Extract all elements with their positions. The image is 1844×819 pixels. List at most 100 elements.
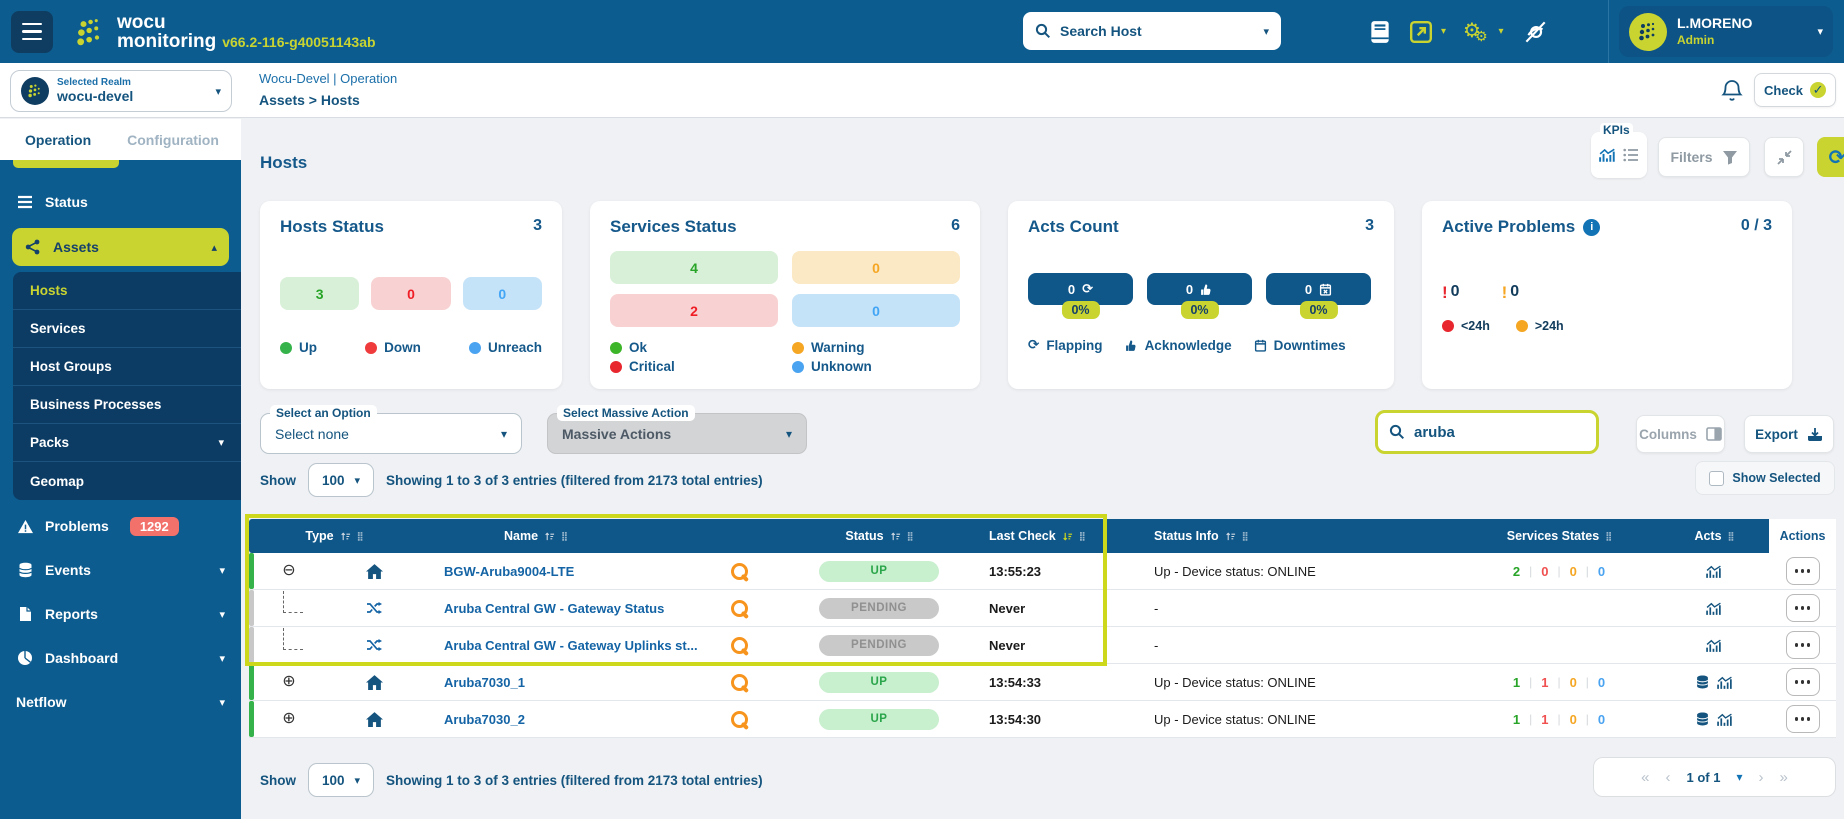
page-select-chevron[interactable]: ▾ (1736, 770, 1743, 784)
user-menu[interactable]: L.MORENO Admin ▾ (1619, 6, 1833, 57)
notifications-bell-icon[interactable] (1720, 78, 1744, 104)
drag-handle-icon[interactable]: ⣿ (1078, 530, 1086, 541)
breadcrumb-context[interactable]: Wocu-Devel | Operation (259, 71, 398, 86)
search-host-select[interactable]: Search Host ▾ (1023, 12, 1281, 50)
documentation-book-icon[interactable] (1368, 19, 1392, 45)
services-unknown-pill[interactable]: 0 (792, 294, 960, 327)
sidebar-item-reports[interactable]: Reports ▾ (0, 594, 241, 634)
drag-handle-icon[interactable]: ⣿ (356, 530, 364, 541)
tab-operation[interactable]: Operation (25, 131, 92, 148)
expand-row-icon[interactable]: ⊕ (282, 673, 296, 690)
metrics-chart-icon[interactable] (1706, 602, 1722, 615)
select-option-dropdown[interactable]: Select an Option Select none ▾ (260, 405, 522, 454)
downtimes-pill[interactable]: 0 0% (1266, 273, 1371, 319)
services-warning-pill[interactable]: 0 (792, 251, 960, 284)
sidebar-item-events[interactable]: Events ▾ (0, 550, 241, 590)
column-header-actions[interactable]: Actions (1769, 519, 1836, 553)
metrics-chart-icon[interactable] (1706, 639, 1722, 652)
submenu-item-business-processes[interactable]: Business Processes (13, 386, 241, 424)
table-row[interactable]: Aruba Central GW - Gateway Status PENDIN… (249, 590, 1836, 627)
hamburger-menu-button[interactable] (11, 10, 53, 53)
table-row[interactable]: ⊖ BGW-Aruba9004-LTE UP 13:55:23 Up - Dev… (249, 553, 1836, 590)
sort-icon[interactable] (1225, 531, 1236, 542)
export-button[interactable]: Export (1744, 415, 1834, 453)
drag-handle-icon[interactable]: ⣿ (1605, 530, 1612, 541)
submenu-item-packs[interactable]: Packs ▾ (13, 424, 241, 462)
page-size-select[interactable]: 100 ▾ (308, 763, 374, 797)
row-actions-button[interactable] (1785, 668, 1820, 696)
drag-handle-icon[interactable]: ⣿ (1727, 530, 1735, 541)
column-header-last-check[interactable]: Last Check ⣿ (989, 529, 1086, 543)
metrics-chart-icon[interactable] (1716, 676, 1733, 689)
services-ok-pill[interactable]: 4 (610, 251, 778, 284)
first-page-button[interactable]: « (1641, 768, 1650, 786)
host-name-link[interactable]: BGW-Aruba9004-LTE (444, 563, 575, 579)
sort-icon[interactable] (340, 531, 351, 542)
hosts-up-pill[interactable]: 3 (280, 277, 360, 310)
info-icon[interactable]: i (1583, 218, 1601, 236)
table-search-input[interactable]: aruba (1375, 410, 1599, 454)
sidebar-item-problems[interactable]: Problems 1292 (0, 506, 241, 546)
table-row[interactable]: ⊕ Aruba7030_1 UP 13:54:33 Up - Device st… (249, 664, 1836, 701)
legend-flapping[interactable]: ⟳ Flapping (1028, 337, 1103, 353)
refresh-button[interactable]: ⟳ (1817, 137, 1844, 177)
events-database-icon[interactable] (1696, 712, 1709, 726)
kpi-chart-icon[interactable] (1599, 148, 1616, 162)
realm-selector[interactable]: Selected Realm wocu-devel ▾ (10, 70, 232, 112)
sidebar-item-assets[interactable]: Assets ▴ (12, 228, 229, 266)
submenu-item-host-groups[interactable]: Host Groups (13, 348, 241, 386)
flapping-pill[interactable]: 0 ⟳ 0% (1028, 273, 1133, 319)
show-selected-toggle[interactable]: Show Selected (1695, 461, 1835, 495)
sort-icon[interactable] (544, 531, 555, 542)
prev-page-button[interactable]: ‹ (1665, 768, 1671, 786)
sidebar-item-netflow[interactable]: Netflow ▾ (0, 682, 241, 722)
check-button[interactable]: Check ✓ (1754, 73, 1836, 107)
collapse-row-icon[interactable]: ⊖ (282, 562, 296, 579)
expand-row-icon[interactable]: ⊕ (282, 710, 296, 727)
column-header-status[interactable]: Status ⣿ (845, 529, 914, 543)
service-name-link[interactable]: Aruba Central GW - Gateway Uplinks st... (444, 637, 698, 653)
hosts-down-pill[interactable]: 0 (371, 277, 451, 310)
collapse-view-button[interactable] (1764, 137, 1804, 177)
kpi-list-icon[interactable] (1623, 148, 1639, 162)
sort-desc-active-icon[interactable] (1062, 531, 1073, 542)
filters-button[interactable]: Filters (1658, 137, 1750, 177)
legend-downtimes[interactable]: Downtimes (1254, 337, 1346, 353)
drag-handle-icon[interactable]: ⣿ (1241, 530, 1249, 541)
submenu-item-geomap[interactable]: Geomap (13, 462, 241, 500)
next-page-button[interactable]: › (1758, 768, 1764, 786)
chevron-down-icon[interactable]: ▾ (1441, 26, 1447, 37)
submenu-item-services[interactable]: Services (13, 310, 241, 348)
drag-handle-icon[interactable]: ⣿ (906, 530, 914, 541)
sidebar-item-status[interactable]: Status (0, 182, 241, 222)
external-link-icon[interactable] (1409, 20, 1433, 44)
column-header-acts[interactable]: Acts ⣿ (1694, 529, 1735, 543)
chevron-down-icon[interactable]: ▾ (1498, 26, 1504, 37)
acknowledge-pill[interactable]: 0 0% (1147, 273, 1252, 319)
column-header-status-info[interactable]: Status Info ⣿ (1154, 529, 1249, 543)
row-actions-button[interactable] (1785, 631, 1820, 659)
hosts-unreach-pill[interactable]: 0 (462, 277, 542, 310)
host-name-link[interactable]: Aruba7030_1 (444, 674, 525, 690)
service-name-link[interactable]: Aruba Central GW - Gateway Status (444, 600, 665, 616)
metrics-chart-icon[interactable] (1716, 713, 1733, 726)
row-actions-button[interactable] (1785, 705, 1820, 733)
metrics-chart-icon[interactable] (1706, 565, 1722, 578)
breadcrumb[interactable]: Assets > Hosts (259, 92, 360, 108)
columns-button[interactable]: Columns (1636, 415, 1725, 453)
table-row[interactable]: Aruba Central GW - Gateway Uplinks st...… (249, 627, 1836, 664)
column-header-type[interactable]: Type ⣿ (305, 529, 364, 543)
submenu-item-hosts[interactable]: Hosts (13, 272, 241, 310)
massive-action-dropdown[interactable]: Select Massive Action Massive Actions ▾ (547, 405, 807, 454)
table-row[interactable]: ⊕ Aruba7030_2 UP 13:54:30 Up - Device st… (249, 701, 1836, 738)
drag-handle-icon[interactable]: ⣿ (561, 530, 568, 541)
sort-icon[interactable] (890, 531, 901, 542)
tab-configuration[interactable]: Configuration (127, 131, 219, 148)
page-size-select[interactable]: 100 ▾ (308, 463, 374, 497)
column-header-name[interactable]: Name ⣿ (504, 529, 568, 543)
services-critical-pill[interactable]: 2 (610, 294, 778, 327)
column-header-services-states[interactable]: Services States ⣿ (1506, 529, 1612, 543)
settings-gears-icon[interactable]: ⚙⚙ (1463, 20, 1487, 44)
last-page-button[interactable]: » (1779, 768, 1788, 786)
sidebar-item-dashboard[interactable]: Dashboard ▾ (0, 638, 241, 678)
